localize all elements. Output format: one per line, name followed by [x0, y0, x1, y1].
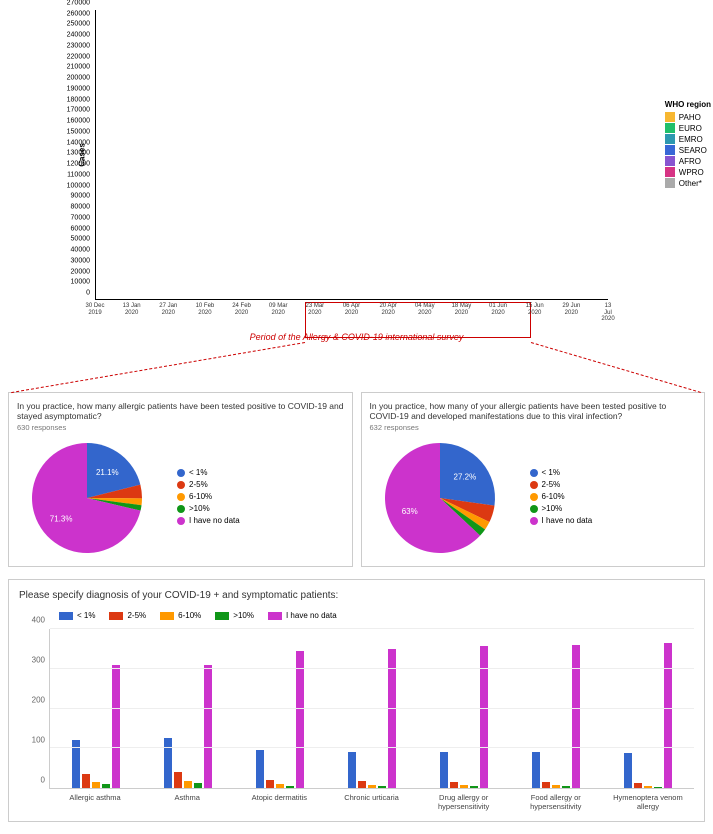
- x-label: Drug allergy or hypersensitivity: [418, 789, 510, 811]
- legend-item: >10%: [177, 504, 240, 513]
- y-axis: Cases 0100002000030000400005000060000700…: [0, 10, 95, 300]
- legend-item: WPRO: [665, 167, 711, 177]
- pie-responses: 630 responses: [17, 423, 344, 432]
- bar: [368, 785, 376, 788]
- legend-item: < 1%: [530, 468, 593, 477]
- bar: [112, 665, 120, 788]
- bar-group: [418, 629, 510, 788]
- legend-item: PAHO: [665, 112, 711, 122]
- legend-item: SEARO: [665, 145, 711, 155]
- legend-title: WHO region: [665, 100, 711, 109]
- x-label: Hymenoptera venom allergy: [602, 789, 694, 811]
- x-label: Asthma: [141, 789, 233, 811]
- legend-item: I have no data: [177, 516, 240, 525]
- bar: [562, 786, 570, 788]
- legend-item: EMRO: [665, 134, 711, 144]
- legend-item: 6-10%: [160, 611, 201, 620]
- legend-item: 6-10%: [177, 492, 240, 501]
- pie-question: In you practice, how many of your allerg…: [370, 401, 697, 421]
- svg-text:63%: 63%: [401, 507, 417, 516]
- bar: [572, 645, 580, 788]
- stacked-bars: [95, 10, 608, 300]
- legend-item: >10%: [530, 504, 593, 513]
- bar: [194, 783, 202, 788]
- bar: [634, 783, 642, 788]
- bar-group: [142, 629, 234, 788]
- bar: [388, 649, 396, 788]
- bar: [266, 780, 274, 788]
- who-region-legend: WHO region PAHOEUROEMROSEAROAFROWPROOthe…: [665, 100, 711, 189]
- pie-chart: 21.1% 71.3%: [17, 438, 167, 558]
- legend-item: < 1%: [59, 611, 95, 620]
- pie-legend: < 1% 2-5% 6-10% >10% I have no data: [530, 468, 593, 528]
- legend-item: >10%: [215, 611, 254, 620]
- bar: [82, 774, 90, 788]
- legend-item: 2-5%: [530, 480, 593, 489]
- pie-card: In you practice, how many allergic patie…: [8, 392, 353, 567]
- bar: [470, 786, 478, 788]
- svg-text:21.1%: 21.1%: [96, 468, 119, 477]
- x-label: Allergic asthma: [49, 789, 141, 811]
- bar: [552, 785, 560, 788]
- bar-group: [510, 629, 602, 788]
- pie-chart: 27.2% 63%: [370, 438, 520, 558]
- stacked-bar-chart: Cases 0100002000030000400005000060000700…: [0, 0, 713, 350]
- grouped-x-labels: Allergic asthmaAsthmaAtopic dermatitisCh…: [49, 789, 694, 811]
- legend-item: 2-5%: [109, 611, 146, 620]
- bar: [286, 786, 294, 788]
- bar-group: [602, 629, 694, 788]
- bar: [378, 786, 386, 788]
- bar: [92, 782, 100, 788]
- bar: [348, 752, 356, 788]
- bar: [296, 651, 304, 788]
- pie-charts-row: In you practice, how many allergic patie…: [0, 392, 713, 567]
- bar: [256, 750, 264, 788]
- bar: [102, 784, 110, 788]
- bar: [174, 772, 182, 788]
- bar: [644, 786, 652, 788]
- grouped-bar-chart: 0100200300400: [19, 629, 694, 789]
- bar: [654, 787, 662, 788]
- legend-item: AFRO: [665, 156, 711, 166]
- bar: [164, 738, 172, 788]
- grouped-bar-legend: < 1% 2-5% 6-10% >10% I have no data: [59, 611, 694, 621]
- grouped-plot-area: [49, 629, 694, 789]
- bar: [358, 781, 366, 788]
- bar: [204, 665, 212, 788]
- bar: [624, 753, 632, 788]
- legend-item: I have no data: [268, 611, 337, 620]
- bar: [184, 781, 192, 788]
- legend-item: Other*: [665, 178, 711, 188]
- svg-text:71.3%: 71.3%: [50, 514, 73, 523]
- svg-text:27.2%: 27.2%: [453, 472, 476, 481]
- legend-item: EURO: [665, 123, 711, 133]
- bar: [276, 784, 284, 788]
- grouped-y-axis: 0100200300400: [19, 629, 49, 789]
- pie-question: In you practice, how many allergic patie…: [17, 401, 344, 421]
- legend-item: I have no data: [530, 516, 593, 525]
- bar: [450, 782, 458, 788]
- pie-responses: 632 responses: [370, 423, 697, 432]
- grouped-bar-title: Please specify diagnosis of your COVID-1…: [19, 590, 694, 601]
- x-label: Chronic urticaria: [325, 789, 417, 811]
- grouped-bar-card: Please specify diagnosis of your COVID-1…: [8, 579, 705, 822]
- bar-group: [234, 629, 326, 788]
- legend-item: 2-5%: [177, 480, 240, 489]
- bar-group: [50, 629, 142, 788]
- chart-plot-area: [95, 10, 608, 300]
- legend-item: 6-10%: [530, 492, 593, 501]
- pie-card: In you practice, how many of your allerg…: [361, 392, 706, 567]
- legend-item: < 1%: [177, 468, 240, 477]
- connector-lines: [0, 342, 713, 392]
- bar-group: [326, 629, 418, 788]
- x-label: Food allergy or hypersensitivity: [510, 789, 602, 811]
- bar: [440, 752, 448, 788]
- bar: [542, 782, 550, 788]
- bar: [664, 643, 672, 788]
- pie-legend: < 1% 2-5% 6-10% >10% I have no data: [177, 468, 240, 528]
- bar: [532, 752, 540, 788]
- x-label: Atopic dermatitis: [233, 789, 325, 811]
- bar: [460, 785, 468, 788]
